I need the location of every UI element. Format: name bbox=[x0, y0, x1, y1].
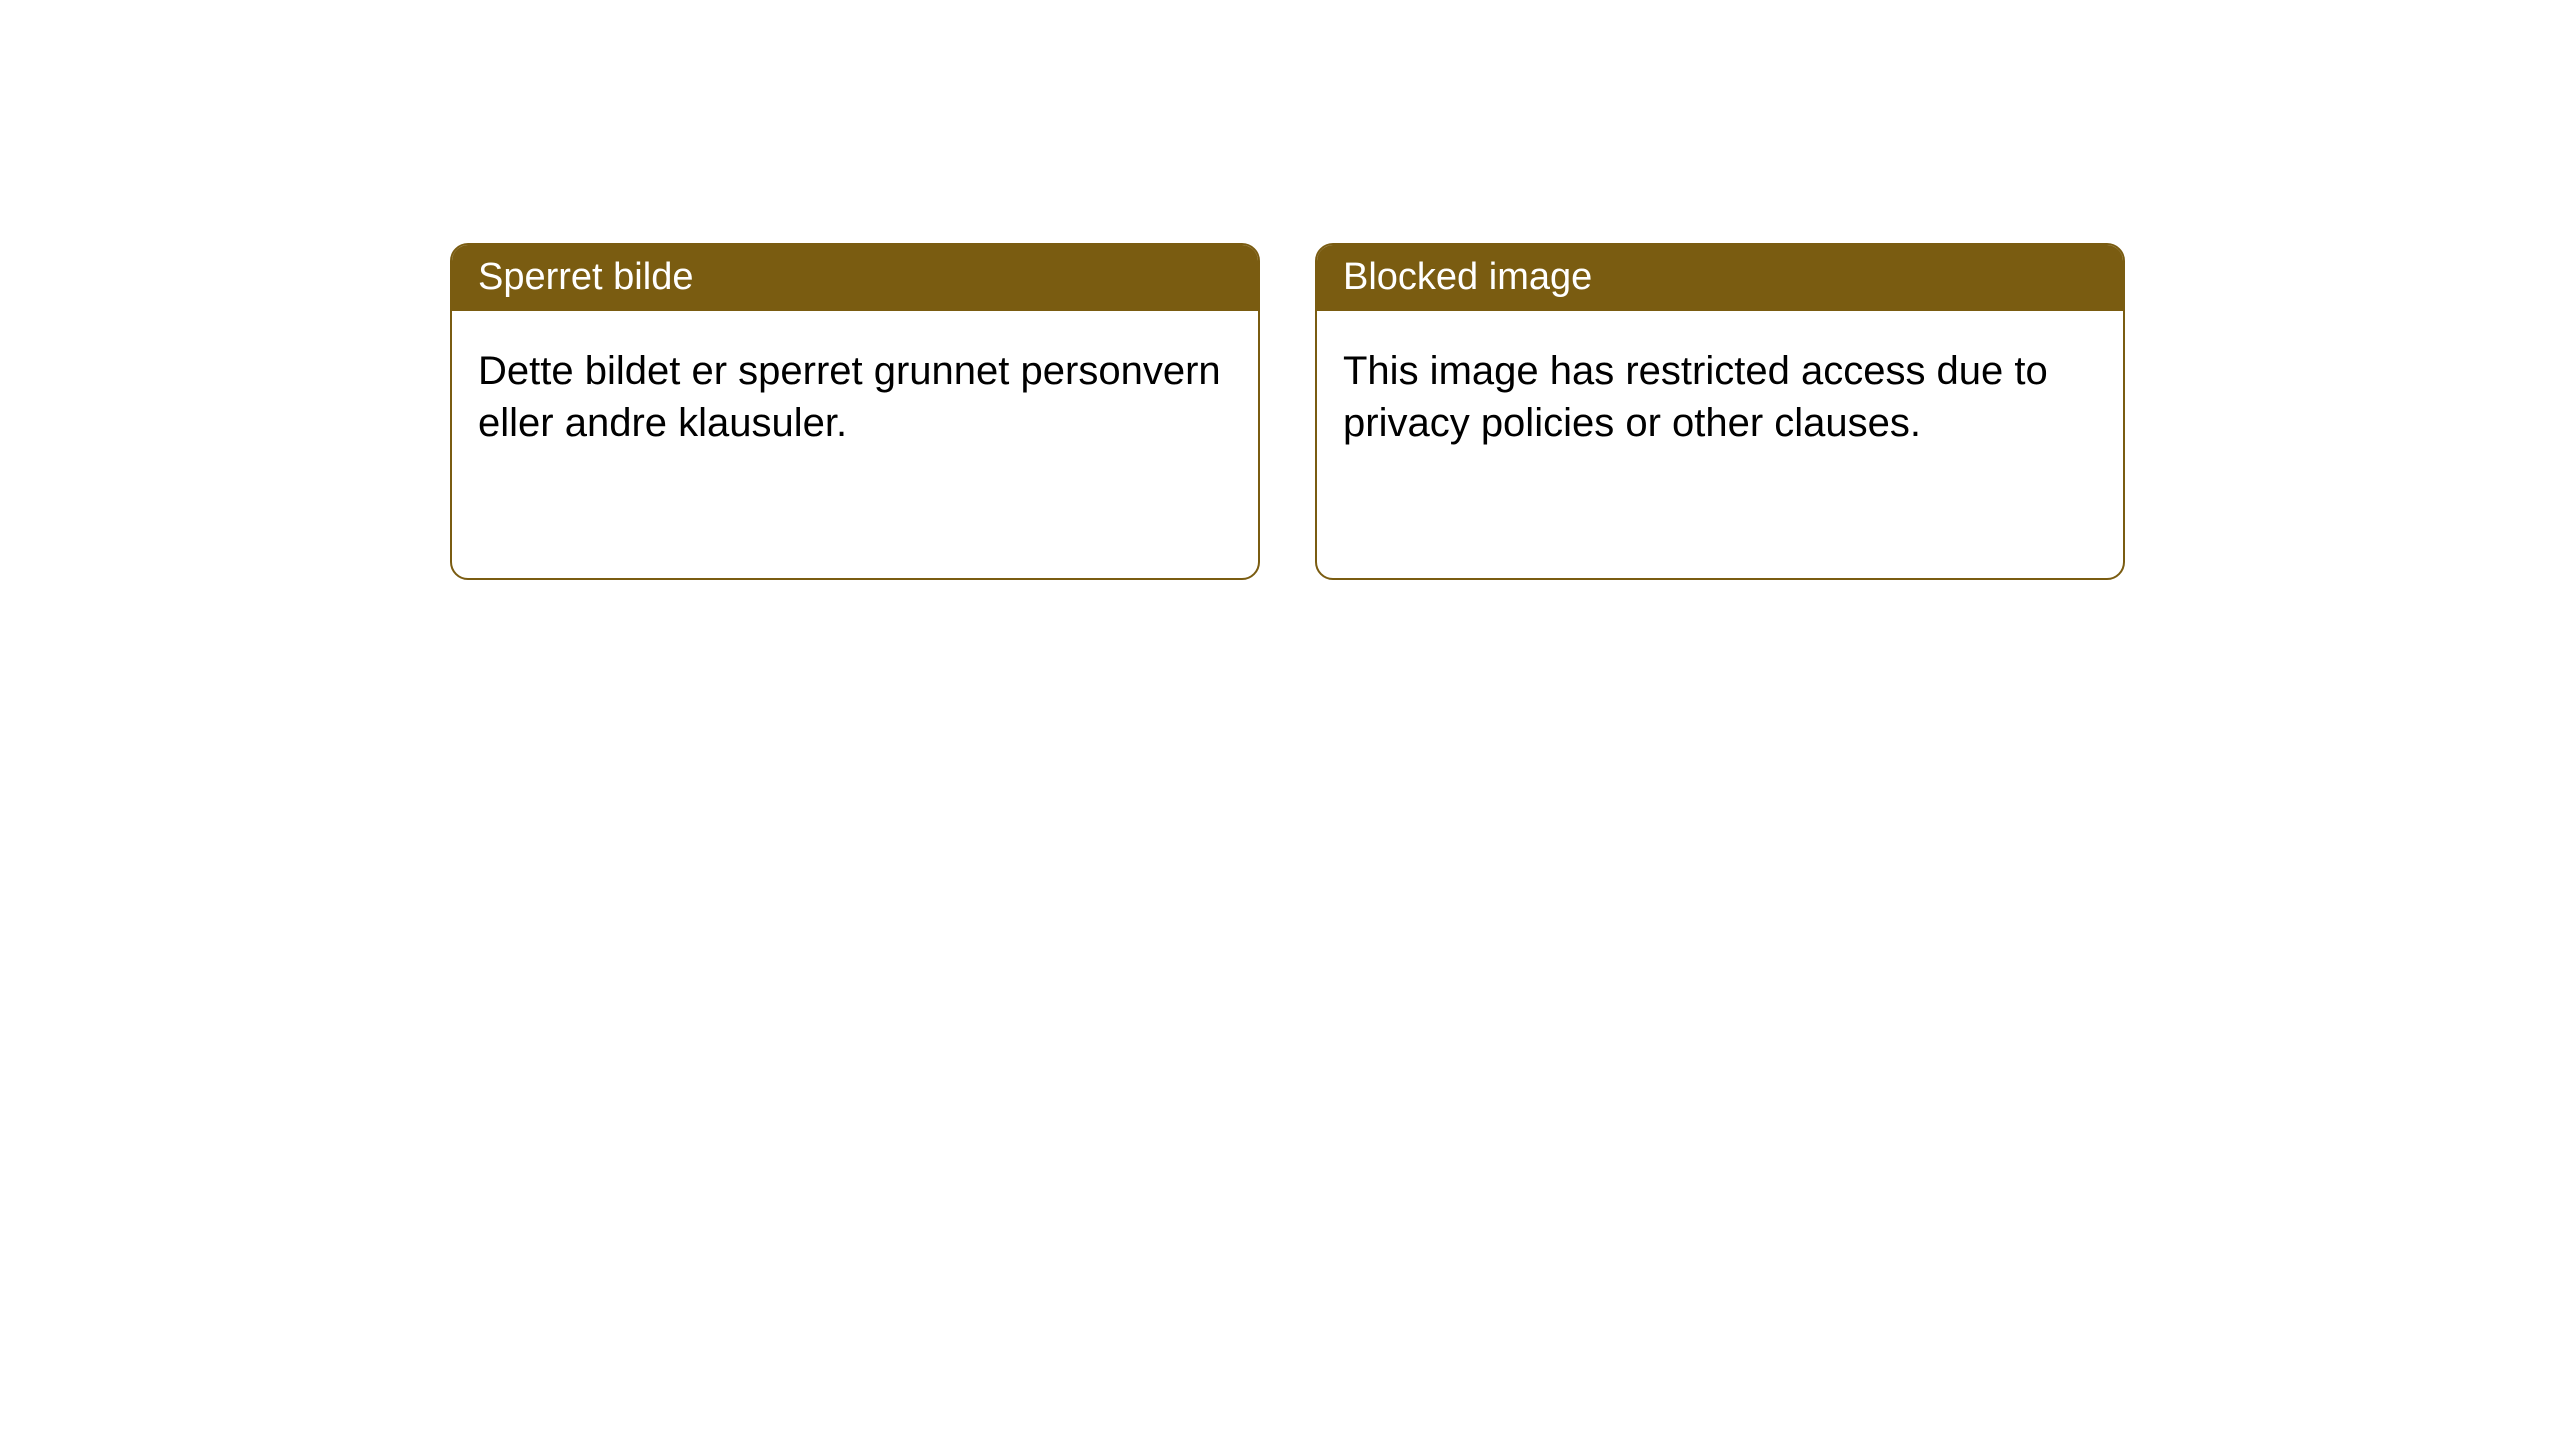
notice-title: Blocked image bbox=[1317, 245, 2123, 311]
notice-card-english: Blocked image This image has restricted … bbox=[1315, 243, 2125, 580]
notice-title: Sperret bilde bbox=[452, 245, 1258, 311]
notice-card-norwegian: Sperret bilde Dette bildet er sperret gr… bbox=[450, 243, 1260, 580]
notice-body: This image has restricted access due to … bbox=[1317, 311, 2123, 483]
notice-body: Dette bildet er sperret grunnet personve… bbox=[452, 311, 1258, 483]
notice-container: Sperret bilde Dette bildet er sperret gr… bbox=[0, 0, 2560, 580]
